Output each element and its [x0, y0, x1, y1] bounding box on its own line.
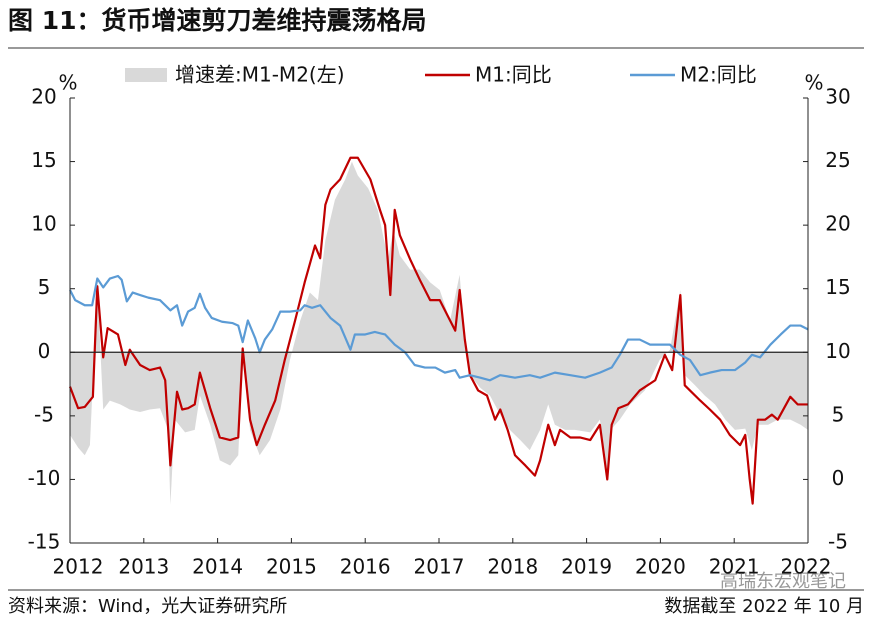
y2-tick-label: 30 — [825, 85, 850, 109]
y2-tick-label: 25 — [825, 148, 850, 172]
y2-tick-label: 0 — [832, 466, 845, 490]
series-line — [69, 274, 809, 382]
x-tick-label: 2017 — [414, 555, 465, 579]
x-tick-label: 2016 — [340, 555, 391, 579]
legend-label: 增速差:M1-M2(左) — [175, 63, 345, 87]
y-tick-label: 15 — [31, 148, 56, 172]
watermark: 高瑞东宏观笔记 — [720, 571, 846, 592]
y2-tick-label: 20 — [825, 212, 850, 236]
x-tick-label: 2012 — [53, 555, 104, 579]
x-tick-label: 2018 — [487, 555, 538, 579]
note: 数据截至 2022 年 10 月 — [664, 596, 864, 617]
y2-tick-label: 10 — [825, 339, 850, 363]
series-line — [68, 156, 808, 505]
x-tick-label: 2015 — [266, 555, 317, 579]
x-tick-label: 2020 — [635, 555, 686, 579]
legend-swatch — [125, 68, 167, 82]
source: 资料来源：Wind，光大证券研究所 — [8, 596, 287, 617]
y-tick-label: -5 — [34, 402, 54, 426]
legend-label: M1:同比 — [475, 63, 552, 87]
x-tick-label: 2013 — [118, 555, 169, 579]
chart-title: 图 11：货币增速剪刀差维持震荡格局 — [8, 6, 427, 35]
y2-tick-label: -5 — [828, 530, 848, 554]
x-tick-label: 2019 — [561, 555, 612, 579]
y-tick-label: -15 — [28, 530, 61, 554]
y2-tick-label: 5 — [832, 402, 845, 426]
y2-unit: % — [804, 71, 823, 95]
y-unit: % — [58, 71, 77, 95]
y2-tick-label: 15 — [825, 275, 850, 299]
y-tick-label: 5 — [38, 275, 51, 299]
gap-area — [70, 161, 808, 505]
y-tick-label: 0 — [38, 339, 51, 363]
y-tick-label: -10 — [28, 466, 61, 490]
legend-label: M2:同比 — [680, 63, 757, 87]
x-tick-label: 2022 — [781, 555, 832, 579]
y-tick-label: 10 — [31, 212, 56, 236]
x-tick-label: 2014 — [192, 555, 243, 579]
y-tick-label: 20 — [31, 85, 56, 109]
plot-area: -15 -10 -5 0 5 10 15 20 -5 0 5 10 15 20 25 30 2012 2013 20… — [28, 85, 851, 579]
x-tick-label: 2021 — [709, 555, 760, 579]
